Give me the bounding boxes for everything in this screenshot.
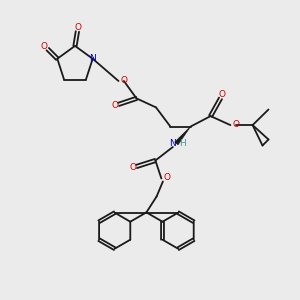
Text: O: O [163,173,170,182]
Text: N: N [89,54,96,63]
Text: N: N [169,139,176,148]
Text: O: O [232,120,239,129]
Text: O: O [129,163,136,172]
Text: O: O [218,90,226,99]
Text: H: H [180,139,186,148]
Text: O: O [120,76,128,85]
Text: O: O [40,42,47,51]
Text: O: O [74,23,82,32]
Text: O: O [111,100,118,109]
Polygon shape [175,127,190,145]
